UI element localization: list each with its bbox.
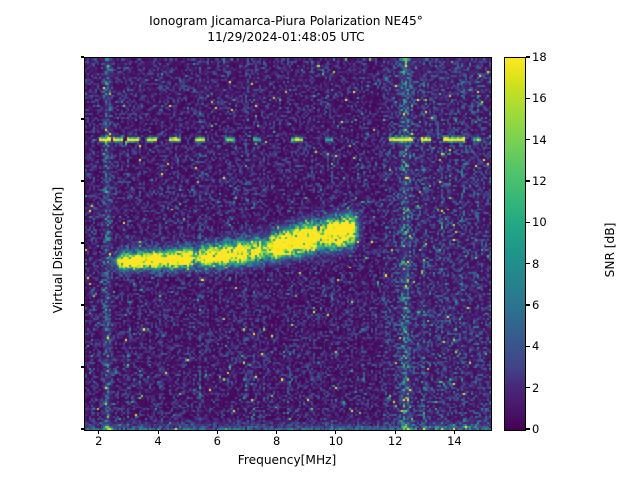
colorbar-tick-mark (526, 345, 530, 347)
colorbar (504, 57, 526, 431)
x-tick-label: 12 (387, 434, 403, 448)
y-tick-mark (80, 118, 84, 120)
colorbar-tick-mark (526, 304, 530, 306)
y-tick-mark (80, 180, 84, 182)
chart-title: Ionogram Jicamarca-Piura Polarization NE… (149, 14, 423, 44)
x-axis-label: Frequency[MHz] (237, 453, 337, 467)
y-tick-mark (80, 242, 84, 244)
x-tick-label: 6 (213, 434, 222, 448)
colorbar-tick-label: 0 (532, 422, 540, 436)
heatmap-axes (84, 57, 492, 431)
x-tick-mark (335, 430, 337, 434)
y-axis-label: Virtual Distance[Km] (51, 186, 65, 314)
x-tick-label: 4 (154, 434, 162, 448)
x-tick-mark (98, 430, 100, 434)
colorbar-tick-label: 12 (532, 174, 547, 188)
x-tick-mark (216, 430, 218, 434)
colorbar-tick-label: 10 (532, 215, 547, 230)
colorbar-tick-mark (526, 180, 530, 182)
y-tick-mark (80, 56, 84, 58)
y-tick-mark (80, 304, 84, 306)
colorbar-tick-mark (526, 221, 530, 223)
colorbar-tick-mark (526, 139, 530, 141)
colorbar-tick-mark (526, 387, 530, 389)
x-tick-label: 14 (447, 434, 462, 448)
colorbar-tick-mark (526, 263, 530, 265)
colorbar-tick-label: 18 (532, 50, 547, 64)
x-tick-mark (453, 430, 455, 434)
colorbar-tick-mark (526, 428, 530, 430)
colorbar-tick-label: 2 (532, 380, 540, 395)
ionogram-heatmap (85, 58, 491, 430)
colorbar-tick-mark (526, 56, 530, 58)
y-tick-mark (80, 428, 84, 430)
x-tick-mark (394, 430, 396, 434)
x-tick-label: 10 (328, 434, 344, 448)
colorbar-tick-label: 16 (532, 91, 547, 106)
y-tick-mark (80, 366, 84, 368)
colorbar-label: SNR [dB] (603, 222, 617, 278)
colorbar-tick-label: 6 (532, 298, 540, 312)
colorbar-tick-mark (526, 97, 530, 99)
x-tick-label: 8 (272, 434, 281, 448)
x-tick-mark (276, 430, 278, 434)
x-tick-label: 2 (95, 434, 103, 448)
x-tick-mark (157, 430, 159, 434)
colorbar-tick-label: 14 (532, 132, 547, 147)
colorbar-tick-label: 8 (532, 256, 540, 271)
colorbar-tick-label: 4 (532, 339, 540, 354)
